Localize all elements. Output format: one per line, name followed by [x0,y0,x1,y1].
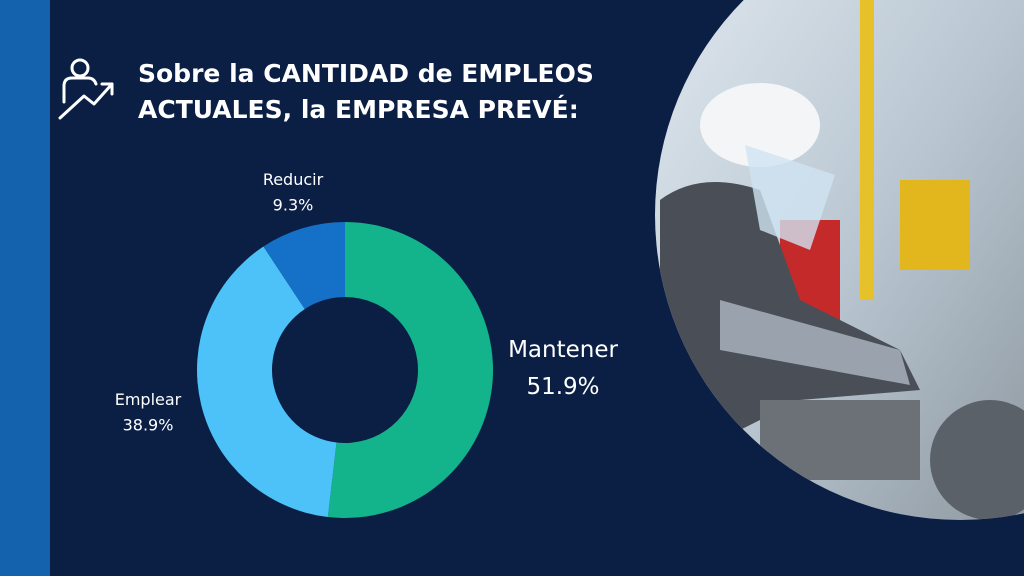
value-label: 51.9% [526,374,599,400]
category-label: Reducir [263,170,324,189]
growth-icon [58,58,114,120]
value-label: 9.3% [273,196,314,215]
category-label: Mantener [508,337,618,363]
chart-title: ACTUALES, la EMPRESA PREVÉ: [138,95,579,124]
side-strip [0,0,50,576]
value-label: 38.9% [123,416,174,435]
donut-segment [263,222,345,310]
donut-segment [196,246,337,518]
category-label: Emplear [115,390,182,409]
chart-title: Sobre la CANTIDAD de EMPLEOS [138,59,594,88]
photo [655,0,1024,520]
donut-segment [327,222,493,518]
